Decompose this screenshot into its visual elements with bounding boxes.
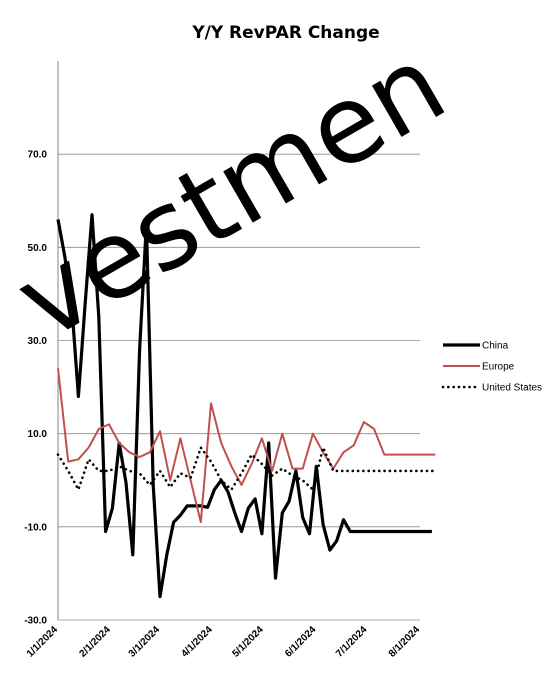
x-tick-label: 2/1/2024 — [77, 624, 113, 660]
y-axis-tick-labels: -30.0 -10.0 10.0 30.0 50.0 70.0 — [24, 150, 47, 627]
gridlines — [58, 153, 420, 621]
series-lines — [56, 213, 437, 599]
y-tick-label: 30.0 — [28, 336, 48, 347]
legend: China Europe United States — [441, 341, 542, 394]
series-line-united-states — [56, 446, 437, 491]
series-line-europe — [57, 368, 436, 524]
y-tick-label: 70.0 — [28, 150, 48, 161]
y-tick-label: -30.0 — [24, 616, 47, 627]
x-axis-tick-labels: 1/1/2024 2/1/2024 3/1/2024 4/1/2024 5/1/2024… — [25, 624, 423, 660]
watermark-text: vestmen — [0, 22, 465, 365]
series-line-china — [56, 213, 432, 599]
legend-label: United States — [482, 383, 542, 394]
y-tick-label: 50.0 — [28, 243, 48, 254]
x-tick-label: 7/1/2024 — [334, 624, 370, 660]
legend-label: Europe — [482, 362, 515, 373]
x-tick-label: 1/1/2024 — [25, 624, 61, 660]
x-tick-label: 5/1/2024 — [230, 624, 266, 660]
x-tick-label: 3/1/2024 — [127, 624, 163, 660]
y-tick-label: 10.0 — [28, 429, 48, 440]
x-tick-label: 8/1/2024 — [387, 624, 423, 660]
y-tick-label: -10.0 — [24, 522, 47, 533]
x-tick-label: 6/1/2024 — [283, 624, 319, 660]
x-tick-label: 4/1/2024 — [179, 624, 215, 660]
legend-label: China — [482, 341, 509, 352]
chart-title: Y/Y RevPAR Change — [191, 23, 379, 43]
